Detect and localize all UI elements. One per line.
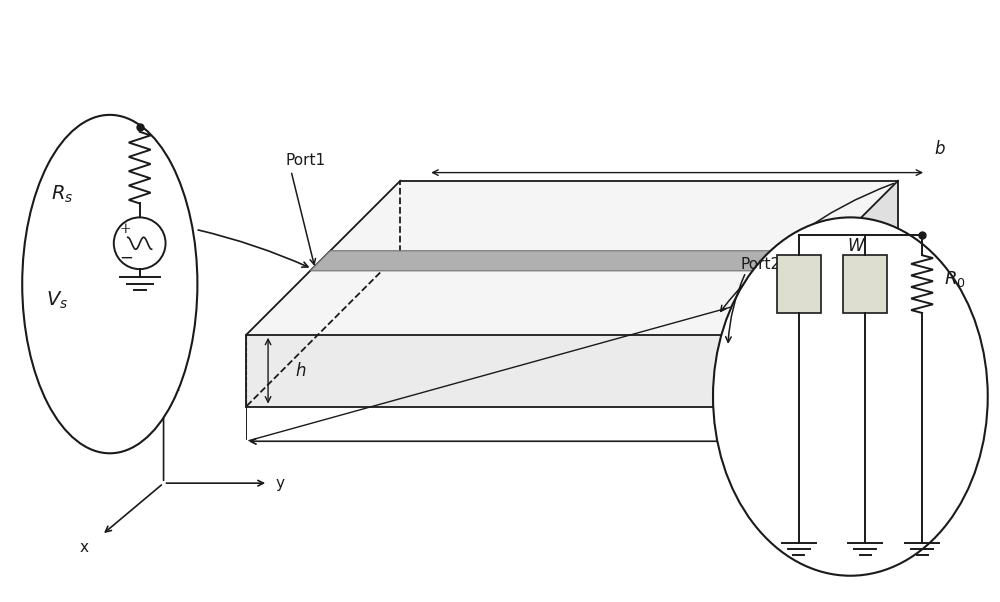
- Text: −: −: [119, 248, 133, 266]
- Text: Port1: Port1: [286, 153, 326, 168]
- Text: h: h: [296, 362, 306, 380]
- Text: W: W: [848, 237, 864, 255]
- Text: +: +: [120, 222, 132, 237]
- Text: Port2: Port2: [741, 256, 781, 272]
- Text: y: y: [275, 476, 284, 491]
- Text: $R_0$: $R_0$: [944, 269, 966, 289]
- Ellipse shape: [713, 217, 988, 576]
- Text: z: z: [172, 379, 180, 394]
- Polygon shape: [246, 181, 898, 335]
- Text: $V_s$: $V_s$: [46, 290, 68, 311]
- FancyBboxPatch shape: [843, 255, 887, 313]
- Polygon shape: [310, 251, 828, 271]
- Polygon shape: [246, 335, 744, 406]
- Circle shape: [114, 217, 166, 269]
- Text: x: x: [79, 541, 88, 556]
- FancyBboxPatch shape: [777, 255, 821, 313]
- Text: b: b: [935, 140, 945, 158]
- Ellipse shape: [22, 115, 197, 453]
- Polygon shape: [744, 181, 898, 406]
- Text: $R_s$: $R_s$: [51, 184, 73, 205]
